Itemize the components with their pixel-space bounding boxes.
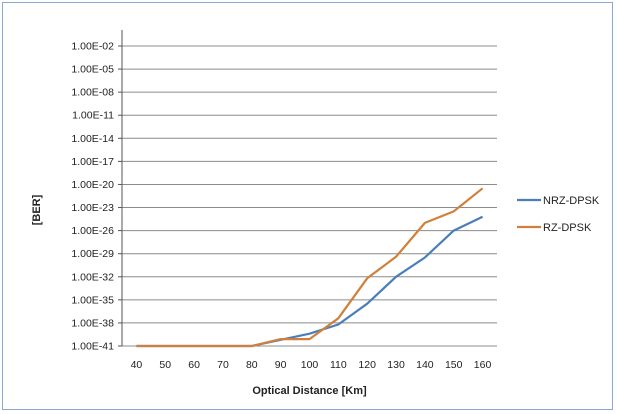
y-tick-label: 1.00E-17 bbox=[71, 156, 114, 168]
x-tick-label: 80 bbox=[246, 359, 258, 371]
series-line bbox=[136, 187, 484, 348]
y-tick-label: 1.00E-26 bbox=[71, 225, 114, 237]
y-tick-label: 1.00E-02 bbox=[71, 41, 114, 53]
series-line bbox=[136, 215, 484, 348]
legend-label: RZ-DPSK bbox=[543, 222, 592, 234]
gridlines bbox=[118, 45, 497, 347]
x-tick-label: 120 bbox=[358, 359, 376, 371]
y-tick-label: 1.00E-20 bbox=[71, 179, 114, 191]
y-tick-label: 1.00E-35 bbox=[71, 294, 114, 306]
legend: NRZ-DPSK RZ-DPSK bbox=[517, 195, 600, 234]
y-tick-label: 1.00E-11 bbox=[72, 110, 114, 122]
y-tick-label: 1.00E-29 bbox=[71, 248, 114, 260]
x-tick-label: 150 bbox=[445, 359, 463, 371]
legend-label: NRZ-DPSK bbox=[543, 195, 600, 207]
y-tick-label: 1.00E-23 bbox=[71, 202, 114, 214]
x-tick-label: 70 bbox=[217, 359, 229, 371]
y-tick-labels: 1.00E-02 1.00E-05 1.00E-08 1.00E-11 1.00E-14… bbox=[71, 41, 114, 353]
x-tick-label: 100 bbox=[301, 359, 319, 371]
x-axis-title: Optical Distance [Km] bbox=[252, 385, 367, 397]
x-tick-label: 90 bbox=[275, 359, 287, 371]
x-tick-label: 40 bbox=[131, 359, 143, 371]
x-tick-labels: 40 50 60 70 80 90 100 110 120 130 140 150 160 bbox=[131, 359, 492, 371]
x-tick-label: 140 bbox=[416, 359, 434, 371]
y-tick-label: 1.00E-05 bbox=[71, 64, 114, 76]
x-tick-label: 160 bbox=[474, 359, 492, 371]
y-tick-label: 1.00E-08 bbox=[71, 87, 114, 99]
y-tick-label: 1.00E-38 bbox=[71, 317, 114, 329]
y-tick-label: 1.00E-32 bbox=[71, 271, 114, 283]
x-tick-label: 130 bbox=[387, 359, 405, 371]
series-lines bbox=[136, 187, 484, 348]
chart-frame bbox=[2, 2, 613, 410]
x-tick-label: 60 bbox=[188, 359, 200, 371]
y-axis-title: [BER] bbox=[31, 194, 43, 225]
y-tick-label: 1.00E-14 bbox=[71, 133, 114, 145]
x-tick-label: 50 bbox=[159, 359, 171, 371]
y-tick-label: 1.00E-41 bbox=[71, 341, 114, 353]
x-tick-label: 110 bbox=[330, 359, 347, 371]
